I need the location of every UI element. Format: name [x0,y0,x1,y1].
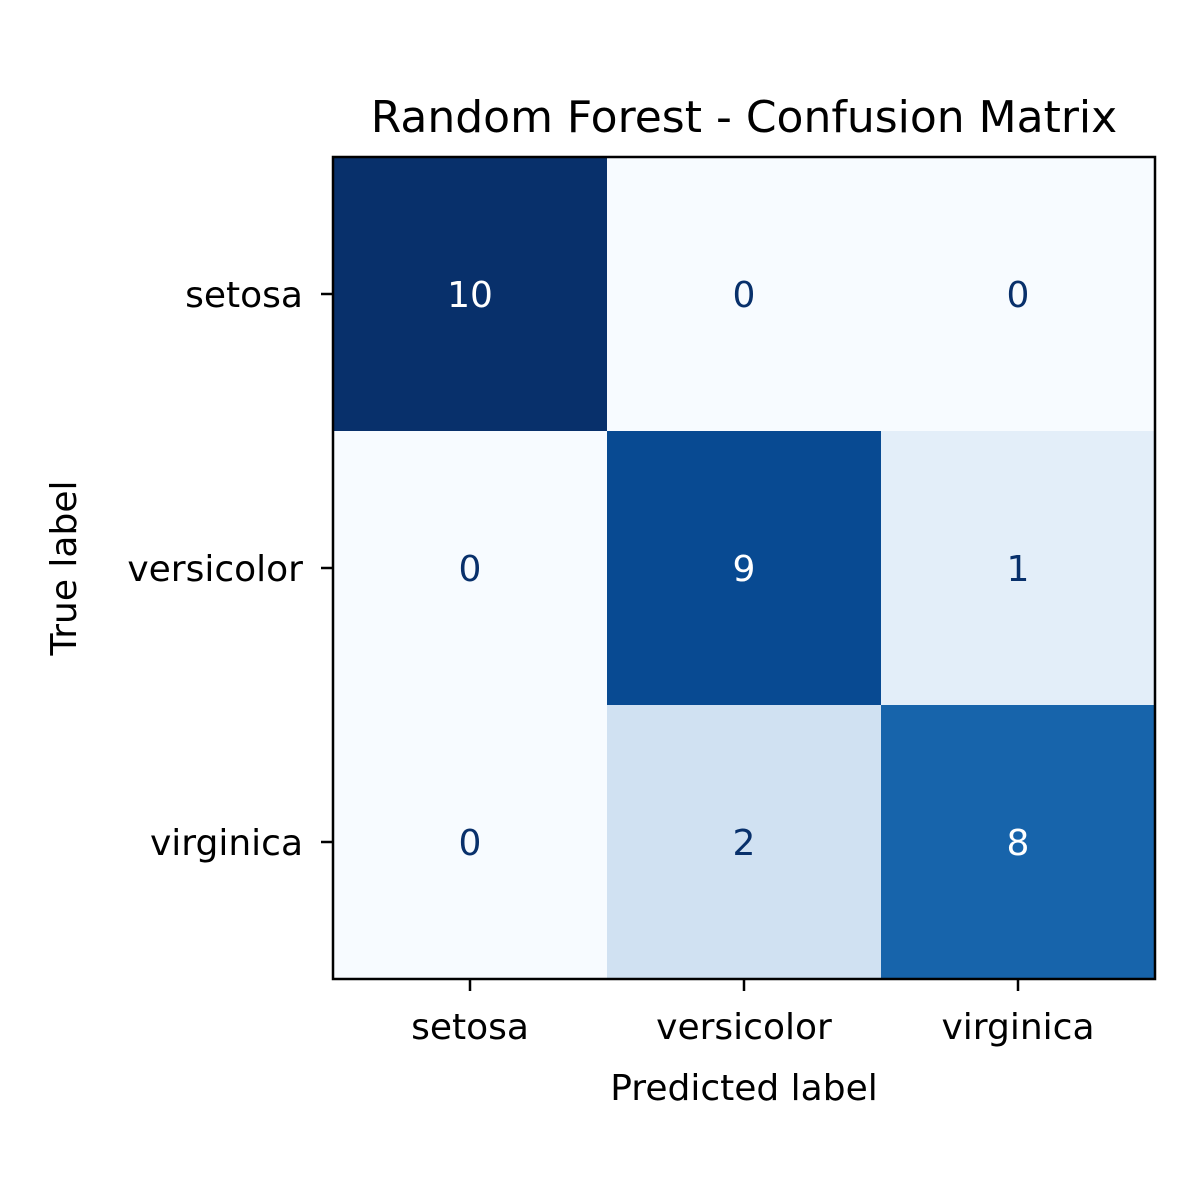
heatmap-cell-labels: 10 0 00 9 10 2 8 [447,275,1029,864]
y-tick-label: virginica [150,823,303,864]
heatmap-cell [333,157,608,432]
heatmap-cell [881,431,1156,706]
heatmap-cell [607,157,882,432]
cell-value-label: 2 [733,823,756,864]
heatmap-cell [881,157,1156,432]
x-tick-label: virginica [942,1007,1095,1048]
heatmap-cell [333,705,608,980]
cell-value-label: 0 [459,823,482,864]
x-axis-ticks: setosa versicolor virginica [411,979,1095,1048]
cell-value-label: 8 [1007,823,1030,864]
cell-value-label: 0 [459,549,482,590]
heatmap-cell [607,431,882,706]
y-tick-label: setosa [185,275,303,316]
y-axis-label: True label [44,481,85,657]
y-axis-ticks: setosa versicolor virginica [127,275,333,864]
heatmap-cells [333,157,1156,980]
x-axis-label: Predicted label [610,1068,878,1109]
heatmap-cell [881,705,1156,980]
y-tick-label: versicolor [127,549,303,590]
cell-value-label: 0 [1007,275,1030,316]
heatmap-cell [607,705,882,980]
heatmap-cell [333,431,608,706]
cell-value-label: 10 [447,275,493,316]
x-tick-label: versicolor [656,1007,832,1048]
cell-value-label: 1 [1007,549,1030,590]
cell-value-label: 9 [733,549,756,590]
x-tick-label: setosa [411,1007,529,1048]
chart-title: Random Forest - Confusion Matrix [371,92,1117,143]
cell-value-label: 0 [733,275,756,316]
